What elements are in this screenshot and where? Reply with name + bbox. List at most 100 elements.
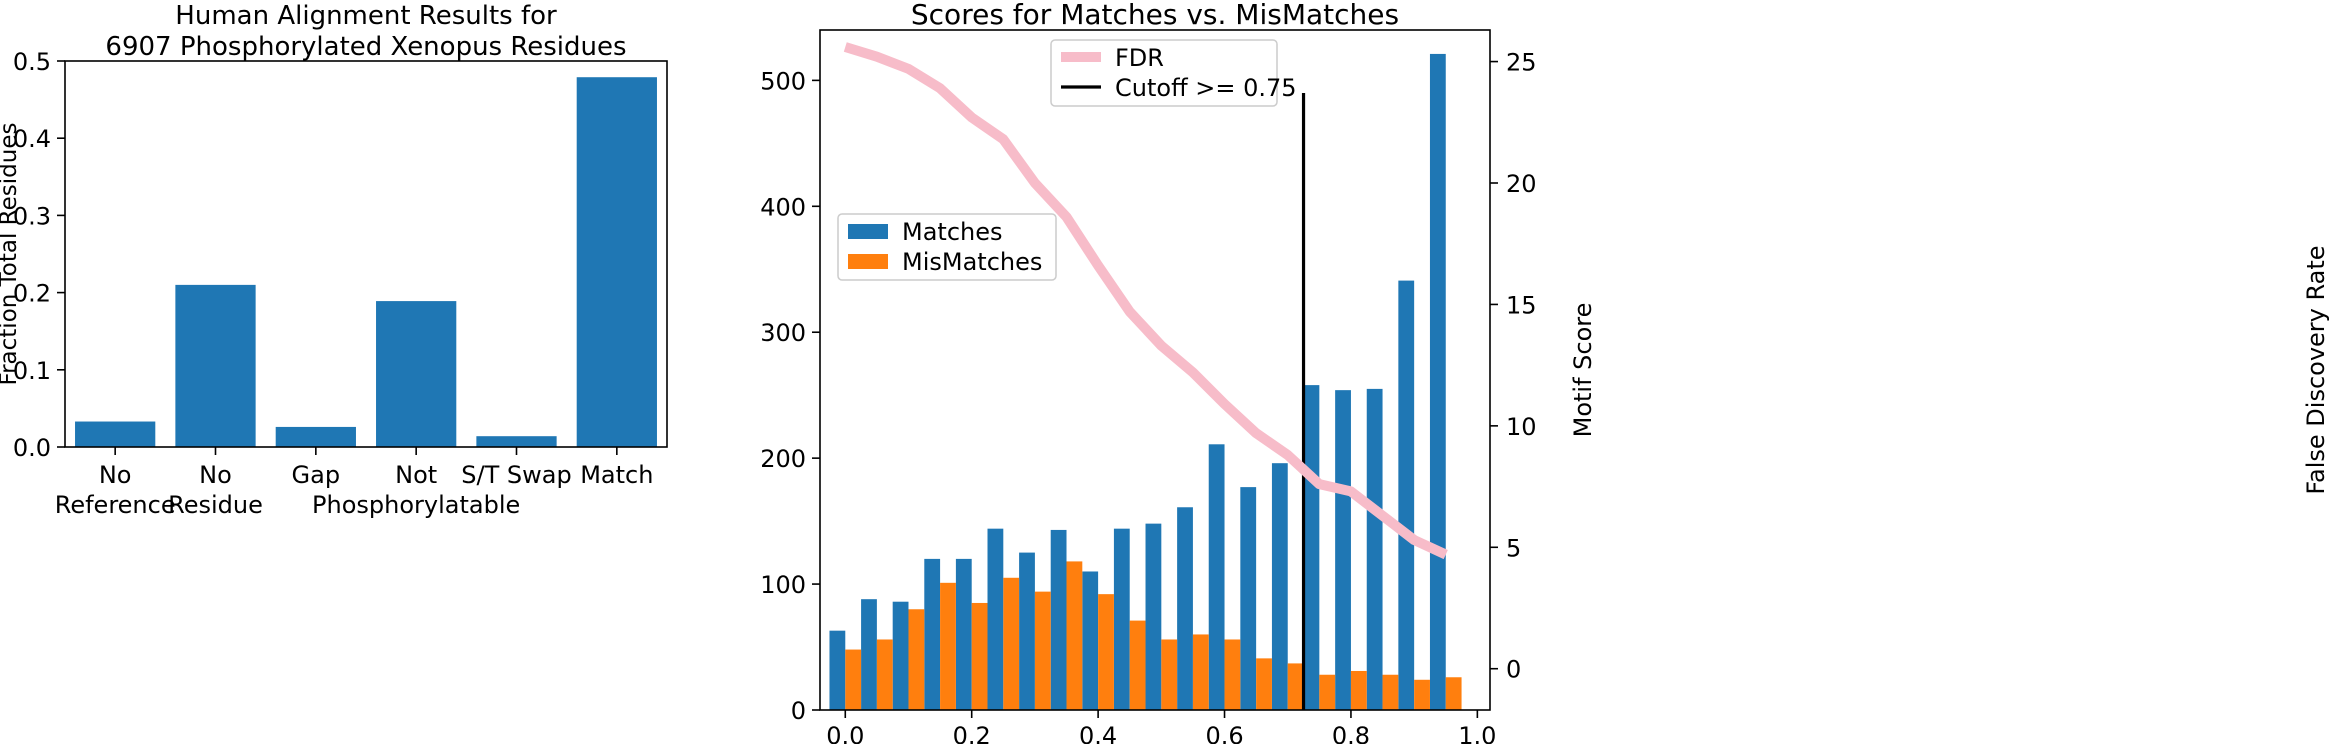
right-chart-bar-mismatches xyxy=(1445,677,1462,710)
left-chart-frame xyxy=(64,60,668,448)
right-chart-bar-matches xyxy=(924,558,941,710)
right-chart-y-tick-label: 400 xyxy=(760,193,806,221)
legend-matches-label: Matches xyxy=(902,218,1003,246)
right-chart-bar-mismatches xyxy=(1350,670,1367,710)
right-chart-x-tick-label-line: 0.6 xyxy=(1205,722,1243,744)
right-chart-bar-matches xyxy=(955,558,972,710)
right-chart-bar-mismatches xyxy=(908,609,925,710)
right-chart-bar-matches xyxy=(1177,507,1193,710)
right-chart-x-tick-label-line: 0.2 xyxy=(953,722,991,744)
left-chart-x-tick-label: S/T Swap xyxy=(461,461,571,489)
right-chart-y2-tick-label: 5 xyxy=(1506,534,1521,562)
left-chart-x-tick-label-line: Gap xyxy=(292,461,341,489)
right-chart-bar-mismatches xyxy=(1414,679,1430,710)
right-chart-bar-mismatches xyxy=(1161,639,1178,710)
right-chart-bar-mismatches xyxy=(971,602,988,710)
right-chart-x-tick-label: 0.2 xyxy=(953,722,991,744)
right-chart-x-tick-label-line: 0.0 xyxy=(826,722,864,744)
legend-mismatches-swatch xyxy=(848,254,888,269)
right-chart-y2-tick-label: 20 xyxy=(1506,170,1537,198)
right-chart-legend-left xyxy=(837,213,1057,281)
right-chart-bar-mismatches xyxy=(845,649,862,710)
right-chart-bar-mismatches xyxy=(1003,577,1020,710)
left-chart-x-tick-label: Match xyxy=(580,461,653,489)
right-chart-y2-tick-label-line: 25 xyxy=(1506,49,1537,77)
legend-mismatches-label-line: MisMatches xyxy=(902,248,1042,276)
right-chart-bar-matches xyxy=(1366,388,1383,710)
left-chart-title-line: 6907 Phosphorylated Xenopus Residues xyxy=(105,32,626,62)
left-chart-y-tick-label-line: 0.2 xyxy=(13,280,51,308)
right-chart-y-axis-label-line: Motif Score xyxy=(1569,303,1597,438)
left-chart-y-axis-label-line: Fraction Total Residues xyxy=(0,123,22,386)
left-chart-y-tick-label: 0.0 xyxy=(13,434,51,462)
right-chart-y-tick-label: 300 xyxy=(760,319,806,347)
left-chart-bar xyxy=(576,77,657,447)
legend-matches-label-line: Matches xyxy=(902,218,1003,246)
legend-fdr-label-line: FDR xyxy=(1115,44,1164,72)
right-chart-y2-tick-label: 0 xyxy=(1506,656,1521,684)
right-chart-bar-mismatches xyxy=(1256,658,1272,710)
left-chart-y-tick-label: 0.2 xyxy=(13,280,51,308)
right-chart-y-axis-label: Motif Score xyxy=(1569,303,1597,438)
right-chart-y2-tick-label: 25 xyxy=(1506,49,1537,77)
left-chart-title-line: Human Alignment Results for xyxy=(175,1,557,31)
right-chart-bar-matches xyxy=(1240,487,1257,710)
right-chart-y-tick-label: 100 xyxy=(760,571,806,599)
right-chart-bar-matches xyxy=(861,599,877,710)
right-chart-y-tick-label-line: 0 xyxy=(791,697,806,725)
right-chart-y2-tick-label-line: 15 xyxy=(1506,291,1537,319)
right-chart-bar-matches xyxy=(892,601,909,710)
right-chart-bar-mismatches xyxy=(1319,674,1336,710)
left-chart-x-tick-label-line: Not xyxy=(395,461,437,489)
left-chart-x-tick-label-line: S/T Swap xyxy=(461,461,571,489)
right-chart-bar-mismatches xyxy=(940,582,956,710)
right-chart-y2-tick-label: 10 xyxy=(1506,413,1537,441)
left-chart-bar xyxy=(175,284,256,447)
right-chart-y2-tick-label-line: 0 xyxy=(1506,656,1521,684)
right-chart-title: Scores for Matches vs. MisMatches xyxy=(911,0,1399,31)
right-chart-bar-mismatches xyxy=(1287,663,1304,710)
right-chart-y-tick-label: 0 xyxy=(791,697,806,725)
right-chart-bar-mismatches xyxy=(1129,620,1146,710)
right-chart-title-line: Scores for Matches vs. MisMatches xyxy=(911,0,1399,31)
right-chart-bar-mismatches xyxy=(1034,591,1051,710)
right-chart-y-tick-label-line: 100 xyxy=(760,571,806,599)
left-chart-x-tick-label-line: No xyxy=(99,461,132,489)
right-chart-y-tick-label: 500 xyxy=(760,67,806,95)
right-chart-x-tick-label-line: 0.8 xyxy=(1332,722,1370,744)
left-chart-y-tick-label-line: 0.4 xyxy=(13,125,51,153)
right-chart-y2-tick-label-line: 5 xyxy=(1506,534,1521,562)
right-chart-bar-matches xyxy=(1019,552,1035,710)
legend-fdr-label: FDR xyxy=(1115,44,1164,72)
left-chart-y-tick-label-line: 0.1 xyxy=(13,357,51,385)
left-chart-y-tick-label: 0.4 xyxy=(13,125,51,153)
legend-cutoff-label-line: Cutoff >= 0.75 xyxy=(1115,74,1297,102)
right-chart-bar-matches xyxy=(1113,528,1130,710)
left-chart-x-tick-label-line: Reference xyxy=(55,491,176,519)
right-chart-bar-matches xyxy=(1429,53,1446,711)
left-chart-bar xyxy=(275,426,356,447)
left-chart-bar xyxy=(476,436,557,447)
right-chart-y-tick-label-line: 500 xyxy=(760,67,806,95)
right-chart-frame xyxy=(819,29,1491,711)
right-chart-y-tick-label-line: 200 xyxy=(760,445,806,473)
left-chart-y-tick-label: 0.3 xyxy=(13,202,51,230)
right-chart-bar-matches xyxy=(1082,571,1099,710)
right-chart-x-tick-label: 0.8 xyxy=(1332,722,1370,744)
left-chart-y-tick-label-line: 0.3 xyxy=(13,202,51,230)
left-chart-bar xyxy=(75,421,156,447)
right-chart-x-tick-label-line: 1.0 xyxy=(1458,722,1496,744)
right-chart-y2-tick-label: 15 xyxy=(1506,291,1537,319)
right-chart-bar-mismatches xyxy=(1098,594,1114,710)
right-chart-bar-mismatches xyxy=(1066,561,1083,710)
left-chart-y-axis-label: Fraction Total Residues xyxy=(0,123,22,386)
left-chart-x-tick-label-line: No xyxy=(199,461,232,489)
right-chart-x-tick-label-line: 0.4 xyxy=(1079,722,1117,744)
right-chart-bar-matches xyxy=(987,528,1004,710)
right-chart-bar-matches xyxy=(829,630,846,710)
